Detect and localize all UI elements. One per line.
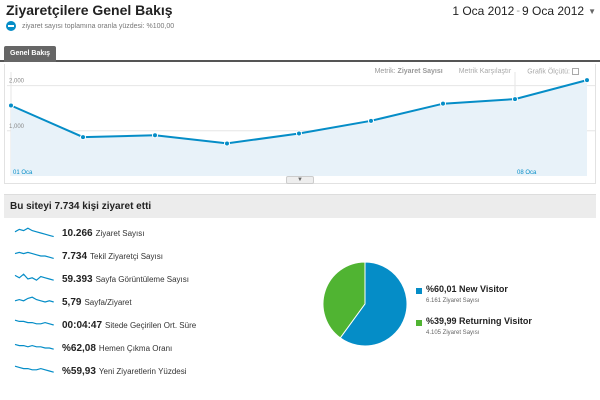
date-start: 1 Oca 2012 <box>452 4 515 18</box>
metric-value: 10.266 <box>62 227 93 239</box>
summary-header: Bu siteyi 7.734 kişi ziyaret etti <box>4 194 596 218</box>
data-point <box>224 140 230 147</box>
legend-text: %39,99 Returning Visitor <box>426 316 532 326</box>
y-tick-label: 1,000 <box>9 124 25 130</box>
metric-label[interactable]: Hemen Çıkma Oranı <box>98 343 173 353</box>
metric-value: 7.734 <box>62 250 88 262</box>
metric-value: %62,08 <box>62 342 96 354</box>
metric-row[interactable]: 59.393 Sayfa Görüntüleme Sayısı <box>14 270 314 288</box>
sparkline-icon <box>14 365 54 373</box>
sparkline-icon <box>14 296 54 303</box>
sparkline-line <box>14 251 54 259</box>
data-point <box>8 102 14 109</box>
page-title: Ziyaretçilere Genel Bakış <box>6 2 173 18</box>
metric-label[interactable]: Sayfa Görüntüleme Sayısı <box>95 274 189 284</box>
area-fill <box>11 80 587 176</box>
report-header: Ziyaretçilere Genel Bakış ziyaret sayısı… <box>0 0 600 44</box>
metric-row[interactable]: 00:04:47 Sitede Geçirilen Ort. Süre <box>14 316 314 334</box>
sparkline-icon <box>14 227 54 238</box>
metric-value: 59.393 <box>62 273 93 285</box>
compare-metric-link[interactable]: Metrik Karşılaştır <box>458 68 512 75</box>
x-tick-label: 08 Oca <box>517 170 537 176</box>
legend-percent: %60,01 <box>426 284 457 294</box>
sparkline-line <box>14 365 54 373</box>
sparkline-icon <box>14 273 54 281</box>
data-point <box>80 134 86 141</box>
segment-info[interactable]: ziyaret sayısı toplamına oranla yüzdesi:… <box>6 21 174 31</box>
metric-value: 00:04:47 <box>62 319 103 331</box>
sparkline-line <box>14 273 54 281</box>
legend-text: %60,01 New Visitor <box>426 284 508 294</box>
sparkline-line <box>14 227 54 238</box>
metric-row[interactable]: 10.266 Ziyaret Sayısı <box>14 224 314 242</box>
pie-chart-svg <box>322 261 408 347</box>
date-end: 9 Oca 2012 <box>522 4 585 18</box>
chart-resize-handle[interactable]: ▼ <box>286 176 314 184</box>
chevron-down-icon[interactable]: ▼ <box>588 6 596 16</box>
chart-options: Metrik: Ziyaret Sayısı Metrik Karşılaştı… <box>375 68 579 75</box>
data-point <box>296 130 302 137</box>
metric-selector-value: Ziyaret Sayısı <box>397 68 443 75</box>
chart-type-icon[interactable] <box>572 68 579 75</box>
data-point <box>368 117 374 124</box>
metric-label[interactable]: Sitede Geçirilen Ort. Süre <box>105 320 197 330</box>
data-point <box>512 96 518 103</box>
date-range-picker[interactable]: 1 Oca 2012 - 9 Oca 2012 ▼ <box>452 4 596 18</box>
legend-subtext: 6.161 Ziyaret Sayısı <box>426 298 480 304</box>
segment-minus-icon[interactable] <box>6 21 16 31</box>
sparkline-line <box>14 296 54 303</box>
sparkline-line <box>14 343 54 350</box>
legend-swatch <box>416 320 422 326</box>
y-tick-label: 2,000 <box>9 79 25 85</box>
sparkline-icon <box>14 251 54 259</box>
metric-row[interactable]: 5,79 Sayfa/Ziyaret <box>14 293 314 311</box>
sparkline-line <box>14 319 54 326</box>
pie-slice[interactable] <box>339 261 408 347</box>
legend-percent: %39,99 <box>426 316 457 326</box>
data-point <box>440 100 446 107</box>
legend-subtext: 4.105 Ziyaret Sayısı <box>426 330 480 336</box>
metric-label[interactable]: Sayfa/Ziyaret <box>84 297 132 307</box>
date-separator: - <box>516 5 521 17</box>
line-chart-svg: 1,000 2,000 01 Oca 08 Oca <box>7 72 595 176</box>
visitor-type-pie <box>320 254 410 354</box>
x-tick-label: 01 Oca <box>13 170 33 176</box>
metric-label[interactable]: Yeni Ziyaretlerin Yüzdesi <box>98 366 187 376</box>
pie-slice[interactable] <box>322 261 366 339</box>
metric-label[interactable]: Tekil Ziyaretçi Sayısı <box>90 251 163 261</box>
summary-heading: Bu siteyi 7.734 kişi ziyaret etti <box>10 201 152 212</box>
metric-selector-label: Metrik: <box>374 68 396 75</box>
metric-row[interactable]: 7.734 Tekil Ziyaretçi Sayısı <box>14 247 314 265</box>
metric-value: 5,79 <box>62 296 82 308</box>
metric-row[interactable]: %62,08 Hemen Çıkma Oranı <box>14 339 314 357</box>
graph-by-label: Grafik Ölçütü: <box>527 68 570 76</box>
legend-name: New Visitor <box>459 284 508 294</box>
tab-bar: Genel Bakış <box>0 46 600 62</box>
sparkline-icon <box>14 343 54 350</box>
timeline-chart: Metrik: Ziyaret Sayısı Metrik Karşılaştı… <box>4 64 596 184</box>
metric-row[interactable]: %59,93 Yeni Ziyaretlerin Yüzdesi <box>14 362 314 380</box>
metric-label[interactable]: Ziyaret Sayısı <box>95 228 145 238</box>
legend-swatch <box>416 288 422 294</box>
data-point <box>152 132 158 139</box>
metric-selector[interactable]: Metrik: Ziyaret Sayısı <box>375 68 443 75</box>
sparkline-icon <box>14 319 54 326</box>
legend-name: Returning Visitor <box>459 316 532 326</box>
tab-overview[interactable]: Genel Bakış <box>4 46 57 62</box>
graph-by-selector[interactable]: Grafik Ölçütü: <box>527 68 579 75</box>
segment-label: ziyaret sayısı toplamına oranla yüzdesi:… <box>22 22 175 30</box>
metric-value: %59,93 <box>62 365 96 377</box>
data-point <box>584 77 590 84</box>
